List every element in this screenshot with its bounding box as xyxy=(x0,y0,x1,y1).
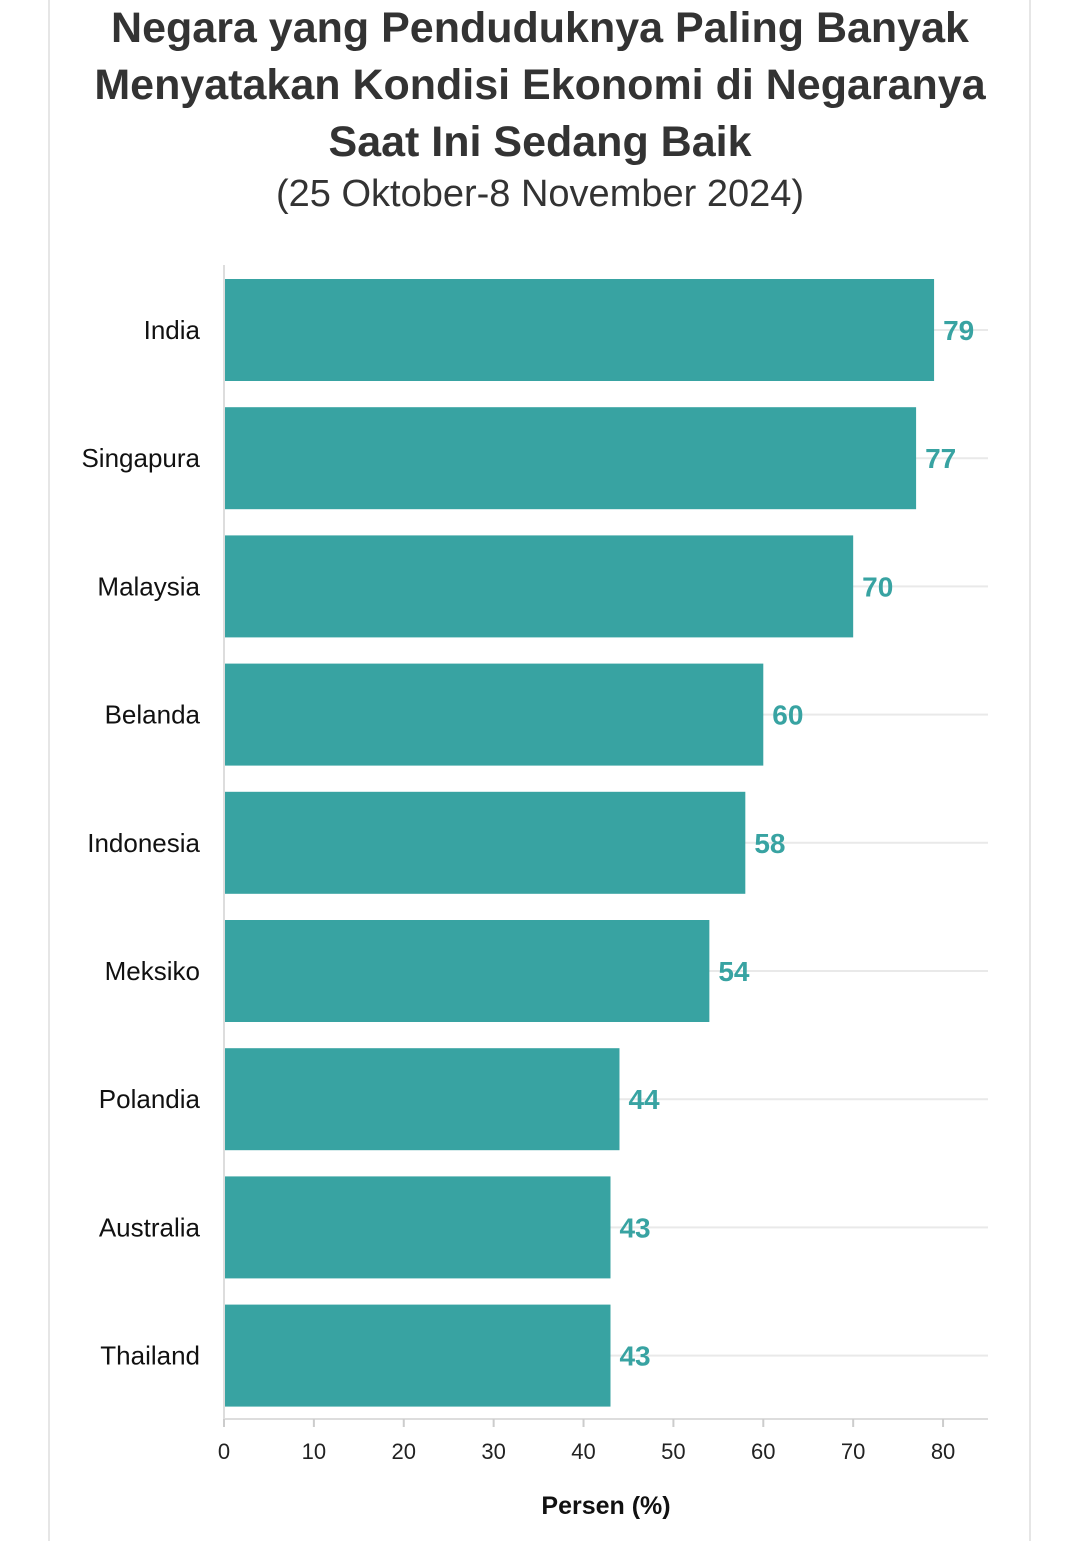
category-label: Thailand xyxy=(100,1341,200,1371)
value-label: 77 xyxy=(925,443,956,474)
frame-left-border xyxy=(48,0,50,1541)
value-label: 43 xyxy=(619,1212,650,1243)
category-label: Polandia xyxy=(99,1084,201,1114)
frame-right-border xyxy=(1029,0,1031,1541)
x-tick-label: 50 xyxy=(661,1439,685,1464)
bar-malaysia xyxy=(224,535,854,638)
x-tick-label: 10 xyxy=(302,1439,326,1464)
x-axis-title: Persen (%) xyxy=(541,1492,670,1520)
value-label: 79 xyxy=(943,315,974,346)
x-tick-label: 40 xyxy=(571,1439,595,1464)
category-label: Meksiko xyxy=(105,956,200,986)
bars xyxy=(224,279,935,1407)
bar-belanda xyxy=(224,663,764,766)
x-tick-label: 0 xyxy=(218,1439,230,1464)
category-label: Indonesia xyxy=(87,828,200,858)
category-label: Belanda xyxy=(105,700,201,730)
category-label: Australia xyxy=(99,1212,201,1242)
x-tick-label: 60 xyxy=(751,1439,775,1464)
bar-australia xyxy=(224,1176,611,1279)
bar-indonesia xyxy=(224,791,746,894)
category-label: India xyxy=(144,315,201,345)
x-tick-label: 80 xyxy=(931,1439,955,1464)
bar-meksiko xyxy=(224,920,710,1022)
bar-singapura xyxy=(224,407,917,510)
value-label: 58 xyxy=(754,828,785,859)
x-tick-label: 20 xyxy=(392,1439,416,1464)
bar-india xyxy=(224,279,935,381)
x-tick-label: 30 xyxy=(481,1439,505,1464)
x-tick-label: 70 xyxy=(841,1439,865,1464)
category-label: Malaysia xyxy=(97,571,200,601)
value-labels: 79 77 70 60 58 54 44 43 43 xyxy=(619,315,974,1372)
axes: 0 10 20 30 40 50 60 70 80 xyxy=(218,265,988,1464)
chart-title: Negara yang Penduduknya Paling Banyak Me… xyxy=(94,4,986,166)
value-label: 43 xyxy=(619,1341,650,1372)
value-label: 54 xyxy=(718,956,750,987)
category-label: Singapura xyxy=(81,443,200,473)
value-label: 70 xyxy=(862,571,893,602)
category-labels: India Singapura Malaysia Belanda Indonesia Me… xyxy=(81,315,200,1371)
bar-polandia xyxy=(224,1048,620,1151)
bar-thailand xyxy=(224,1304,611,1407)
value-label: 44 xyxy=(628,1084,660,1115)
value-label: 60 xyxy=(772,700,803,731)
chart-subtitle: (25 Oktober-8 November 2024) xyxy=(275,173,805,215)
